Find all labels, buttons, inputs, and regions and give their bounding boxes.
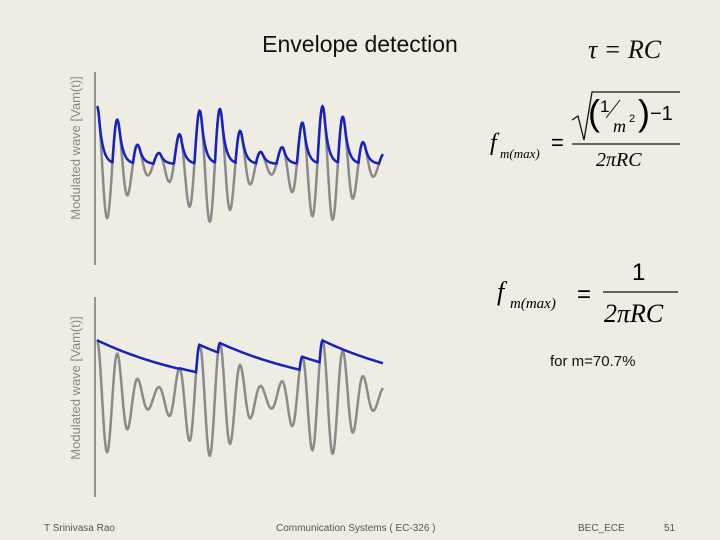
eq-term: m: [613, 116, 626, 136]
eq-symbol: =: [577, 281, 591, 308]
equation-special: f m(max) = 1 2πRC: [497, 259, 678, 328]
equation-general: f m(max) = ( 1 m 2 ) −1 2πRC: [490, 91, 680, 171]
slide-title: Envelope detection: [262, 31, 458, 57]
envelope: [95, 104, 385, 165]
eq-superscript: 2: [629, 113, 635, 125]
eq-term: 2πRC: [604, 299, 664, 328]
envelope: [96, 338, 384, 374]
eq-term: 1: [600, 97, 609, 116]
modulated-wave: [95, 338, 385, 458]
sqrt-sign: [571, 91, 680, 141]
footer-author: T Srinivasa Rao: [44, 523, 115, 534]
eq-term: 2πRC: [596, 149, 642, 171]
eq-subscript: m(max): [500, 146, 540, 161]
paren: ): [638, 92, 650, 133]
plot-bottom: Modulated wave [Vam(t)]: [68, 297, 385, 497]
footer-dept: BEC_ECE: [578, 523, 625, 534]
slash: [605, 99, 621, 119]
eq-symbol: =: [551, 130, 564, 155]
y-axis-label: Modulated wave [Vam(t)]: [68, 316, 83, 460]
footer-page: 51: [664, 523, 676, 534]
eq-term: f: [497, 277, 508, 306]
eq-term: 1: [632, 259, 645, 286]
eq-subscript: m(max): [510, 296, 556, 312]
y-axis-label: Modulated wave [Vam(t)]: [68, 76, 83, 220]
plot-top: Modulated wave [Vam(t)]: [68, 72, 385, 265]
paren: (: [588, 92, 600, 133]
note: for m=70.7%: [550, 353, 635, 370]
equation-tau: τ = RC: [588, 35, 662, 64]
eq-term: f: [490, 130, 500, 156]
footer-course: Communication Systems ( EC-326 ): [276, 523, 436, 534]
eq-term: −1: [650, 103, 673, 125]
